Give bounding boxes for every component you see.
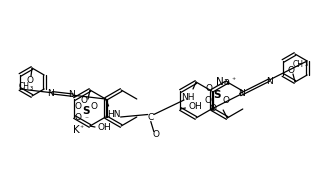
Text: NH: NH xyxy=(181,92,195,101)
Text: O: O xyxy=(152,130,159,139)
Text: O: O xyxy=(90,101,98,111)
Text: O: O xyxy=(74,101,81,111)
Text: ⁺: ⁺ xyxy=(231,75,235,84)
Text: ⁺: ⁺ xyxy=(80,124,84,133)
Text: N: N xyxy=(68,90,74,99)
Text: O: O xyxy=(205,96,212,104)
Text: C: C xyxy=(148,113,154,122)
Text: Na: Na xyxy=(216,77,230,87)
Text: O: O xyxy=(80,96,88,104)
Text: HN: HN xyxy=(107,109,120,118)
Text: S: S xyxy=(82,106,90,116)
Text: N: N xyxy=(47,89,54,98)
Text: O: O xyxy=(74,112,81,121)
Text: N: N xyxy=(238,89,245,98)
Text: O: O xyxy=(26,75,33,84)
Text: OH: OH xyxy=(98,124,112,133)
Text: N: N xyxy=(267,77,273,86)
Text: ₃: ₃ xyxy=(29,83,33,91)
Text: ⁻: ⁻ xyxy=(215,83,219,91)
Text: O: O xyxy=(223,96,230,104)
Text: CH: CH xyxy=(18,82,30,91)
Text: ⁻: ⁻ xyxy=(84,114,88,124)
Text: K: K xyxy=(73,125,80,135)
Text: O: O xyxy=(206,83,213,92)
Text: S: S xyxy=(213,90,221,100)
Text: OH: OH xyxy=(188,101,202,111)
Text: O: O xyxy=(288,66,295,74)
Text: O: O xyxy=(210,104,217,112)
Text: CH: CH xyxy=(292,60,304,69)
Text: ₃: ₃ xyxy=(304,58,308,67)
